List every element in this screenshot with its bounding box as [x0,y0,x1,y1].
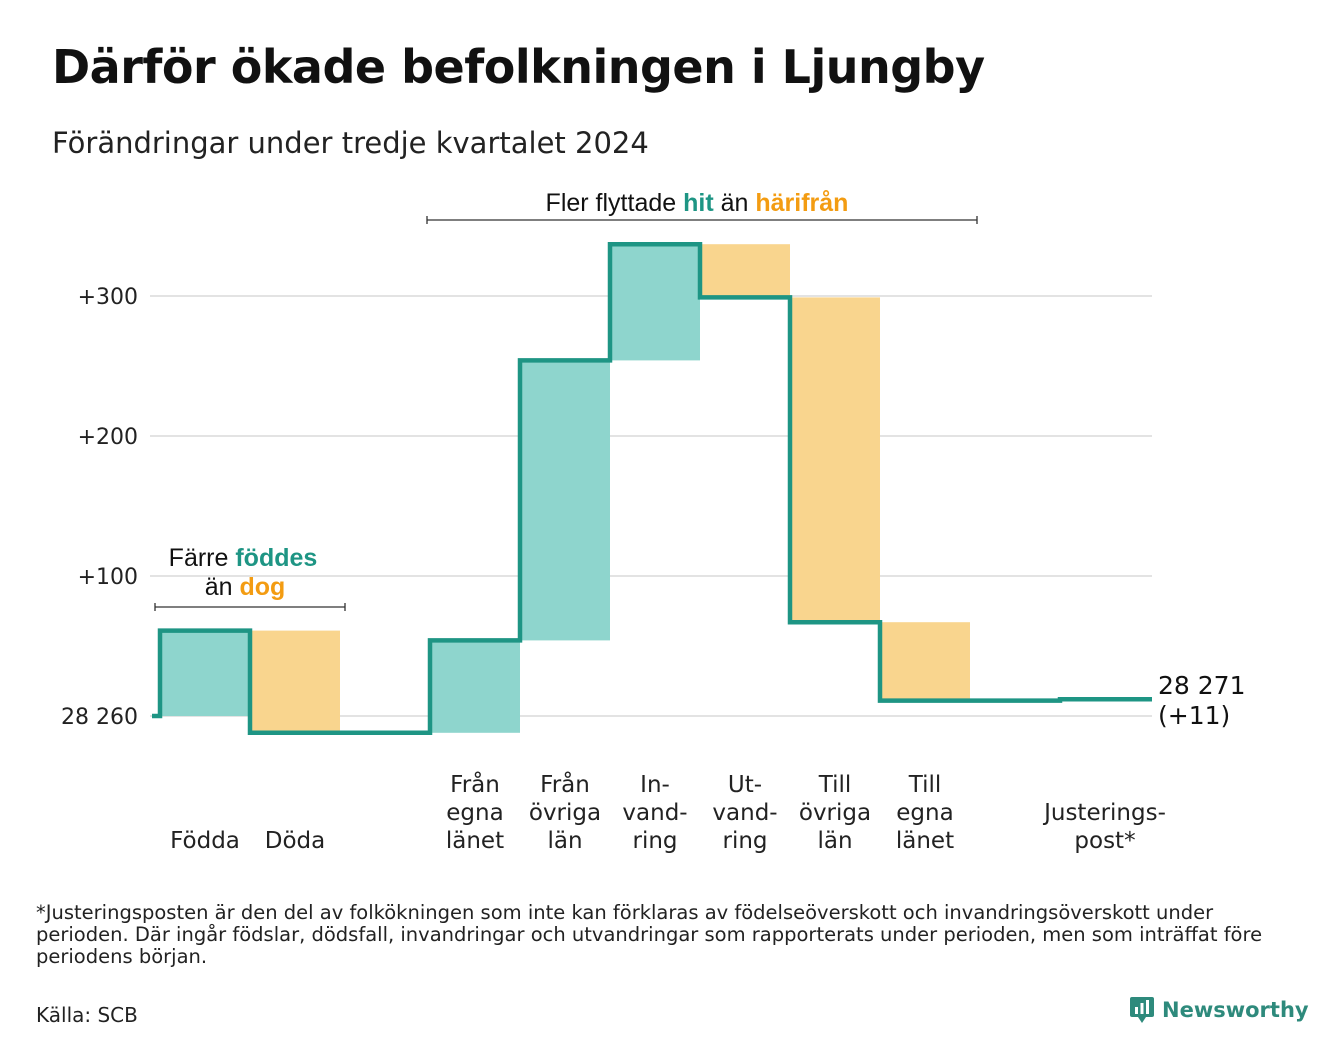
waterfall-bar [430,640,520,733]
annotation-span: än [714,189,756,217]
annotation-span: Färre [169,544,236,572]
y-tick-label: 28 260 [61,705,138,730]
category-label: ring [722,828,767,854]
running-total-line [152,241,1152,736]
waterfall-bar [610,244,700,361]
source-note: Källa: SCB [36,1003,138,1027]
waterfall-bar [700,244,790,298]
category-label: Döda [265,828,325,854]
category-label: Till [818,772,852,798]
category-label: Justerings- [1042,800,1166,826]
waterfall-bar [160,630,250,716]
end-total-label: 28 271 [1158,671,1245,700]
category-label: ring [632,828,677,854]
footnote: *Justeringsposten är den del av folkökni… [36,901,1263,968]
page-title: Därför ökade befolkningen i Ljungby [52,40,985,94]
category-label: vand- [712,800,777,826]
annotation-births-deaths-line2: än dog [205,573,286,601]
category-label: länet [896,828,954,854]
end-delta-label: (+11) [1158,701,1230,730]
annotation-migration: Fler flyttade hit än härifrån [546,189,849,217]
brand-logo: Newsworthy [1130,997,1309,1023]
annotation-span: dog [239,573,285,601]
category-label: Från [540,770,590,798]
annotation-span: hit [683,189,714,217]
category-label: Till [908,772,942,798]
annotation-span: Fler flyttade [546,189,684,217]
category-label: övriga [529,800,601,826]
bar-chart-speech-bubble-icon [1130,997,1154,1023]
brand-name: Newsworthy [1162,998,1309,1022]
category-label: län [817,828,852,854]
waterfall-bar [520,360,610,641]
category-label: egna [896,800,953,826]
waterfall-bar [880,622,970,701]
annotation-span: härifrån [755,189,848,217]
category-label: vand- [622,800,687,826]
waterfall-bar [790,297,880,623]
category-label: post* [1074,828,1135,854]
category-label: egna [446,800,503,826]
y-tick-label: +300 [78,285,138,310]
annotation-births-deaths: Färre föddes [169,544,318,572]
y-tick-label: +100 [78,565,138,590]
category-label: län [547,828,582,854]
category-label: Från [450,770,500,798]
category-label: Födda [170,828,240,854]
category-label: länet [446,828,504,854]
waterfall-bar [250,630,340,733]
category-label: övriga [799,800,871,826]
annotation-span: föddes [235,544,317,572]
y-tick-label: +200 [78,425,138,450]
category-label: In- [640,772,670,798]
annotation-span: än [205,573,240,601]
category-label: Ut- [728,772,762,798]
subtitle: Förändringar under tredje kvartalet 2024 [52,126,649,160]
